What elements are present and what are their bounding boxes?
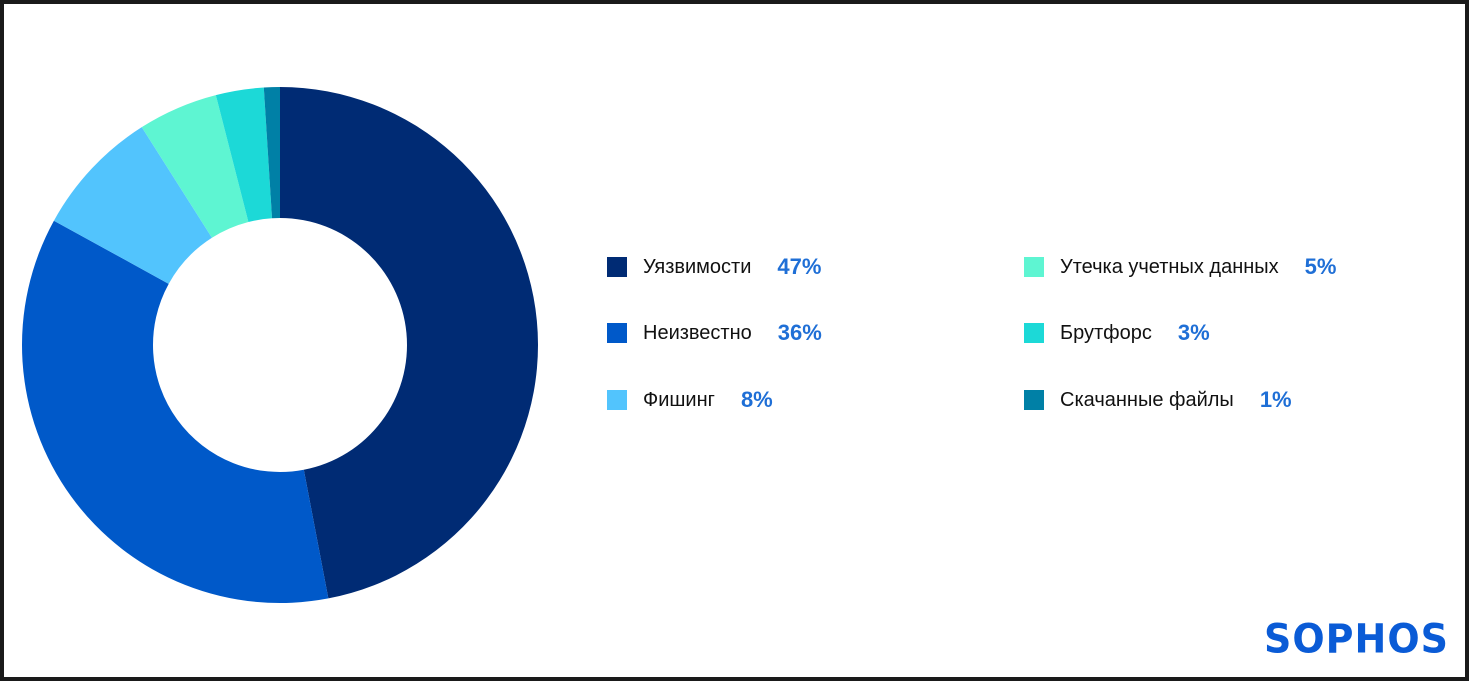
legend-swatch <box>1024 257 1044 277</box>
donut-chart <box>21 87 539 603</box>
legend-value: 1% <box>1259 387 1292 412</box>
donut-slice-2 <box>21 220 329 603</box>
donut-slice-6 <box>263 87 280 219</box>
sophos-logo: SOPHOS <box>1264 615 1449 663</box>
legend-item-5: Брутфорс 3% <box>1024 318 1210 348</box>
legend-swatch <box>1024 390 1044 410</box>
legend-item-1: Уязвимости 47% <box>607 252 821 282</box>
legend-label: Неизвестно <box>643 321 752 344</box>
legend-value: 3% <box>1177 320 1210 345</box>
legend-value: 8% <box>740 387 773 412</box>
donut-slice-4 <box>141 95 249 238</box>
donut-slice-3 <box>53 127 212 284</box>
legend-swatch <box>1024 323 1044 343</box>
legend-swatch <box>607 257 627 277</box>
legend-item-2: Неизвестно 36% <box>607 318 822 348</box>
legend-item-3: Фишинг 8% <box>607 385 773 415</box>
legend-value: 5% <box>1304 254 1337 279</box>
donut-slice-5 <box>215 87 273 222</box>
legend-value: 36% <box>777 320 822 345</box>
legend-label: Уязвимости <box>643 255 752 278</box>
legend-label: Брутфорс <box>1060 321 1152 344</box>
legend-item-4: Утечка учетных данных 5% <box>1024 252 1336 282</box>
legend-label: Скачанные файлы <box>1060 388 1234 411</box>
legend-label: Утечка учетных данных <box>1060 255 1279 278</box>
legend-swatch <box>607 323 627 343</box>
legend-label: Фишинг <box>643 388 715 411</box>
legend-swatch <box>607 390 627 410</box>
legend-item-6: Скачанные файлы 1% <box>1024 385 1292 415</box>
donut-slice-1 <box>280 87 539 599</box>
legend-value: 47% <box>777 254 822 279</box>
